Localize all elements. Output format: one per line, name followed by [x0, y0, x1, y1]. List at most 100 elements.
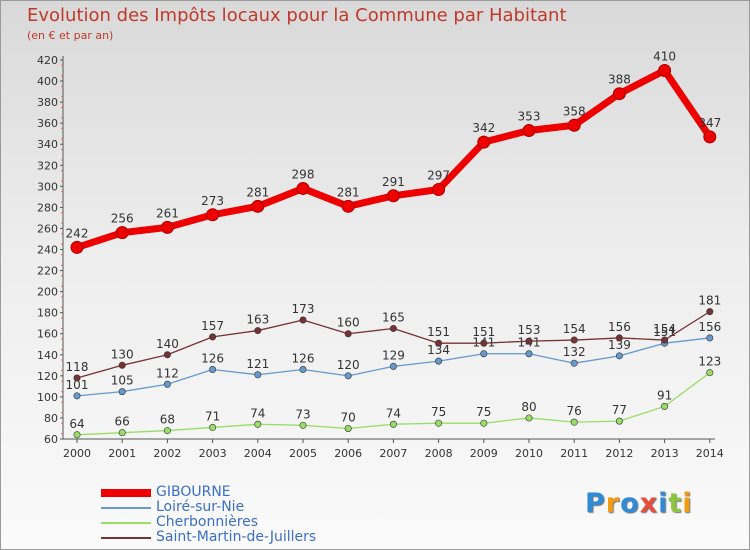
data-point: [570, 336, 578, 344]
data-point: [477, 135, 491, 149]
data-label: 74: [386, 406, 401, 420]
data-label: 118: [66, 360, 89, 374]
y-tick-label: 80: [44, 412, 58, 425]
data-point: [386, 189, 400, 203]
data-point: [389, 362, 397, 370]
x-tick-label: 2002: [153, 447, 181, 460]
x-tick-label: 2010: [515, 447, 543, 460]
x-tick-label: 2003: [199, 447, 227, 460]
data-label: 130: [111, 347, 134, 361]
data-point: [344, 330, 352, 338]
data-point: [254, 327, 262, 335]
data-point: [570, 418, 578, 426]
x-tick-label: 2005: [289, 447, 317, 460]
data-label: 80: [521, 400, 536, 414]
data-point: [615, 417, 623, 425]
data-label: 281: [246, 185, 269, 199]
proxiti-logo: Proxiti: [585, 488, 693, 519]
data-label: 66: [115, 415, 130, 429]
y-tick-label: 160: [37, 328, 58, 341]
x-tick-label: 2014: [696, 447, 724, 460]
x-tick-label: 2008: [425, 447, 453, 460]
data-label: 153: [518, 323, 541, 337]
data-label: 101: [66, 378, 89, 392]
data-point: [299, 421, 307, 429]
logo-letter: P: [585, 488, 606, 519]
x-tick-label: 2011: [560, 447, 588, 460]
data-point: [435, 419, 443, 427]
data-label: 74: [250, 406, 265, 420]
y-tick-label: 320: [37, 159, 58, 172]
data-point: [163, 427, 171, 435]
data-label: 129: [382, 348, 405, 362]
data-point: [299, 316, 307, 324]
data-label: 91: [657, 388, 672, 402]
data-label: 358: [563, 104, 586, 118]
data-label: 139: [608, 338, 631, 352]
legend-label: Cherbonnières: [156, 514, 259, 530]
legend-swatch: [101, 537, 151, 539]
data-point: [344, 372, 352, 380]
data-point: [389, 420, 397, 428]
data-label: 151: [427, 325, 450, 339]
data-point: [118, 429, 126, 437]
y-tick-label: 260: [37, 222, 58, 235]
data-point: [115, 226, 129, 240]
data-label: 154: [563, 322, 586, 336]
data-point: [163, 351, 171, 359]
data-point: [706, 369, 714, 377]
data-label: 160: [337, 316, 360, 330]
data-label: 154: [653, 322, 676, 336]
data-point: [525, 350, 533, 358]
data-label: 347: [698, 116, 721, 130]
data-point: [389, 324, 397, 332]
data-label: 112: [156, 366, 179, 380]
data-label: 242: [66, 226, 89, 240]
legend-swatch: [101, 507, 151, 509]
data-point: [206, 208, 220, 222]
data-label: 281: [337, 185, 360, 199]
data-label: 353: [518, 110, 541, 124]
y-tick-label: 300: [37, 180, 58, 193]
data-point: [118, 361, 126, 369]
data-point: [567, 118, 581, 132]
data-point: [118, 388, 126, 396]
data-point: [703, 130, 717, 144]
x-tick-label: 2006: [334, 447, 362, 460]
data-label: 140: [156, 337, 179, 351]
data-point: [209, 366, 217, 374]
data-point: [525, 414, 533, 422]
data-point: [254, 371, 262, 379]
data-label: 77: [612, 403, 627, 417]
data-point: [435, 339, 443, 347]
legend-swatch: [101, 522, 151, 524]
data-point: [480, 419, 488, 427]
data-label: 76: [567, 404, 582, 418]
data-label: 342: [472, 121, 495, 135]
data-point: [73, 431, 81, 439]
data-point: [299, 366, 307, 374]
x-tick-label: 2013: [651, 447, 679, 460]
data-point: [341, 199, 355, 213]
data-point: [525, 337, 533, 345]
data-label: 261: [156, 206, 179, 220]
data-label: 297: [427, 168, 450, 182]
data-label: 157: [201, 319, 224, 333]
x-tick-label: 2004: [244, 447, 272, 460]
data-point: [251, 199, 265, 213]
data-point: [209, 333, 217, 341]
chart-title: Evolution des Impôts locaux pour la Comm…: [27, 5, 567, 26]
x-tick-label: 2012: [605, 447, 633, 460]
y-tick-label: 340: [37, 138, 58, 151]
series-layer: 1011051121261211261201291341411411321391…: [66, 50, 721, 439]
data-label: 134: [427, 343, 450, 357]
data-label: 75: [476, 405, 491, 419]
data-label: 121: [246, 357, 269, 371]
data-point: [435, 357, 443, 365]
data-point: [706, 308, 714, 316]
y-tick-label: 420: [37, 54, 58, 67]
data-label: 165: [382, 310, 405, 324]
data-point: [661, 402, 669, 410]
data-label: 298: [292, 167, 315, 181]
